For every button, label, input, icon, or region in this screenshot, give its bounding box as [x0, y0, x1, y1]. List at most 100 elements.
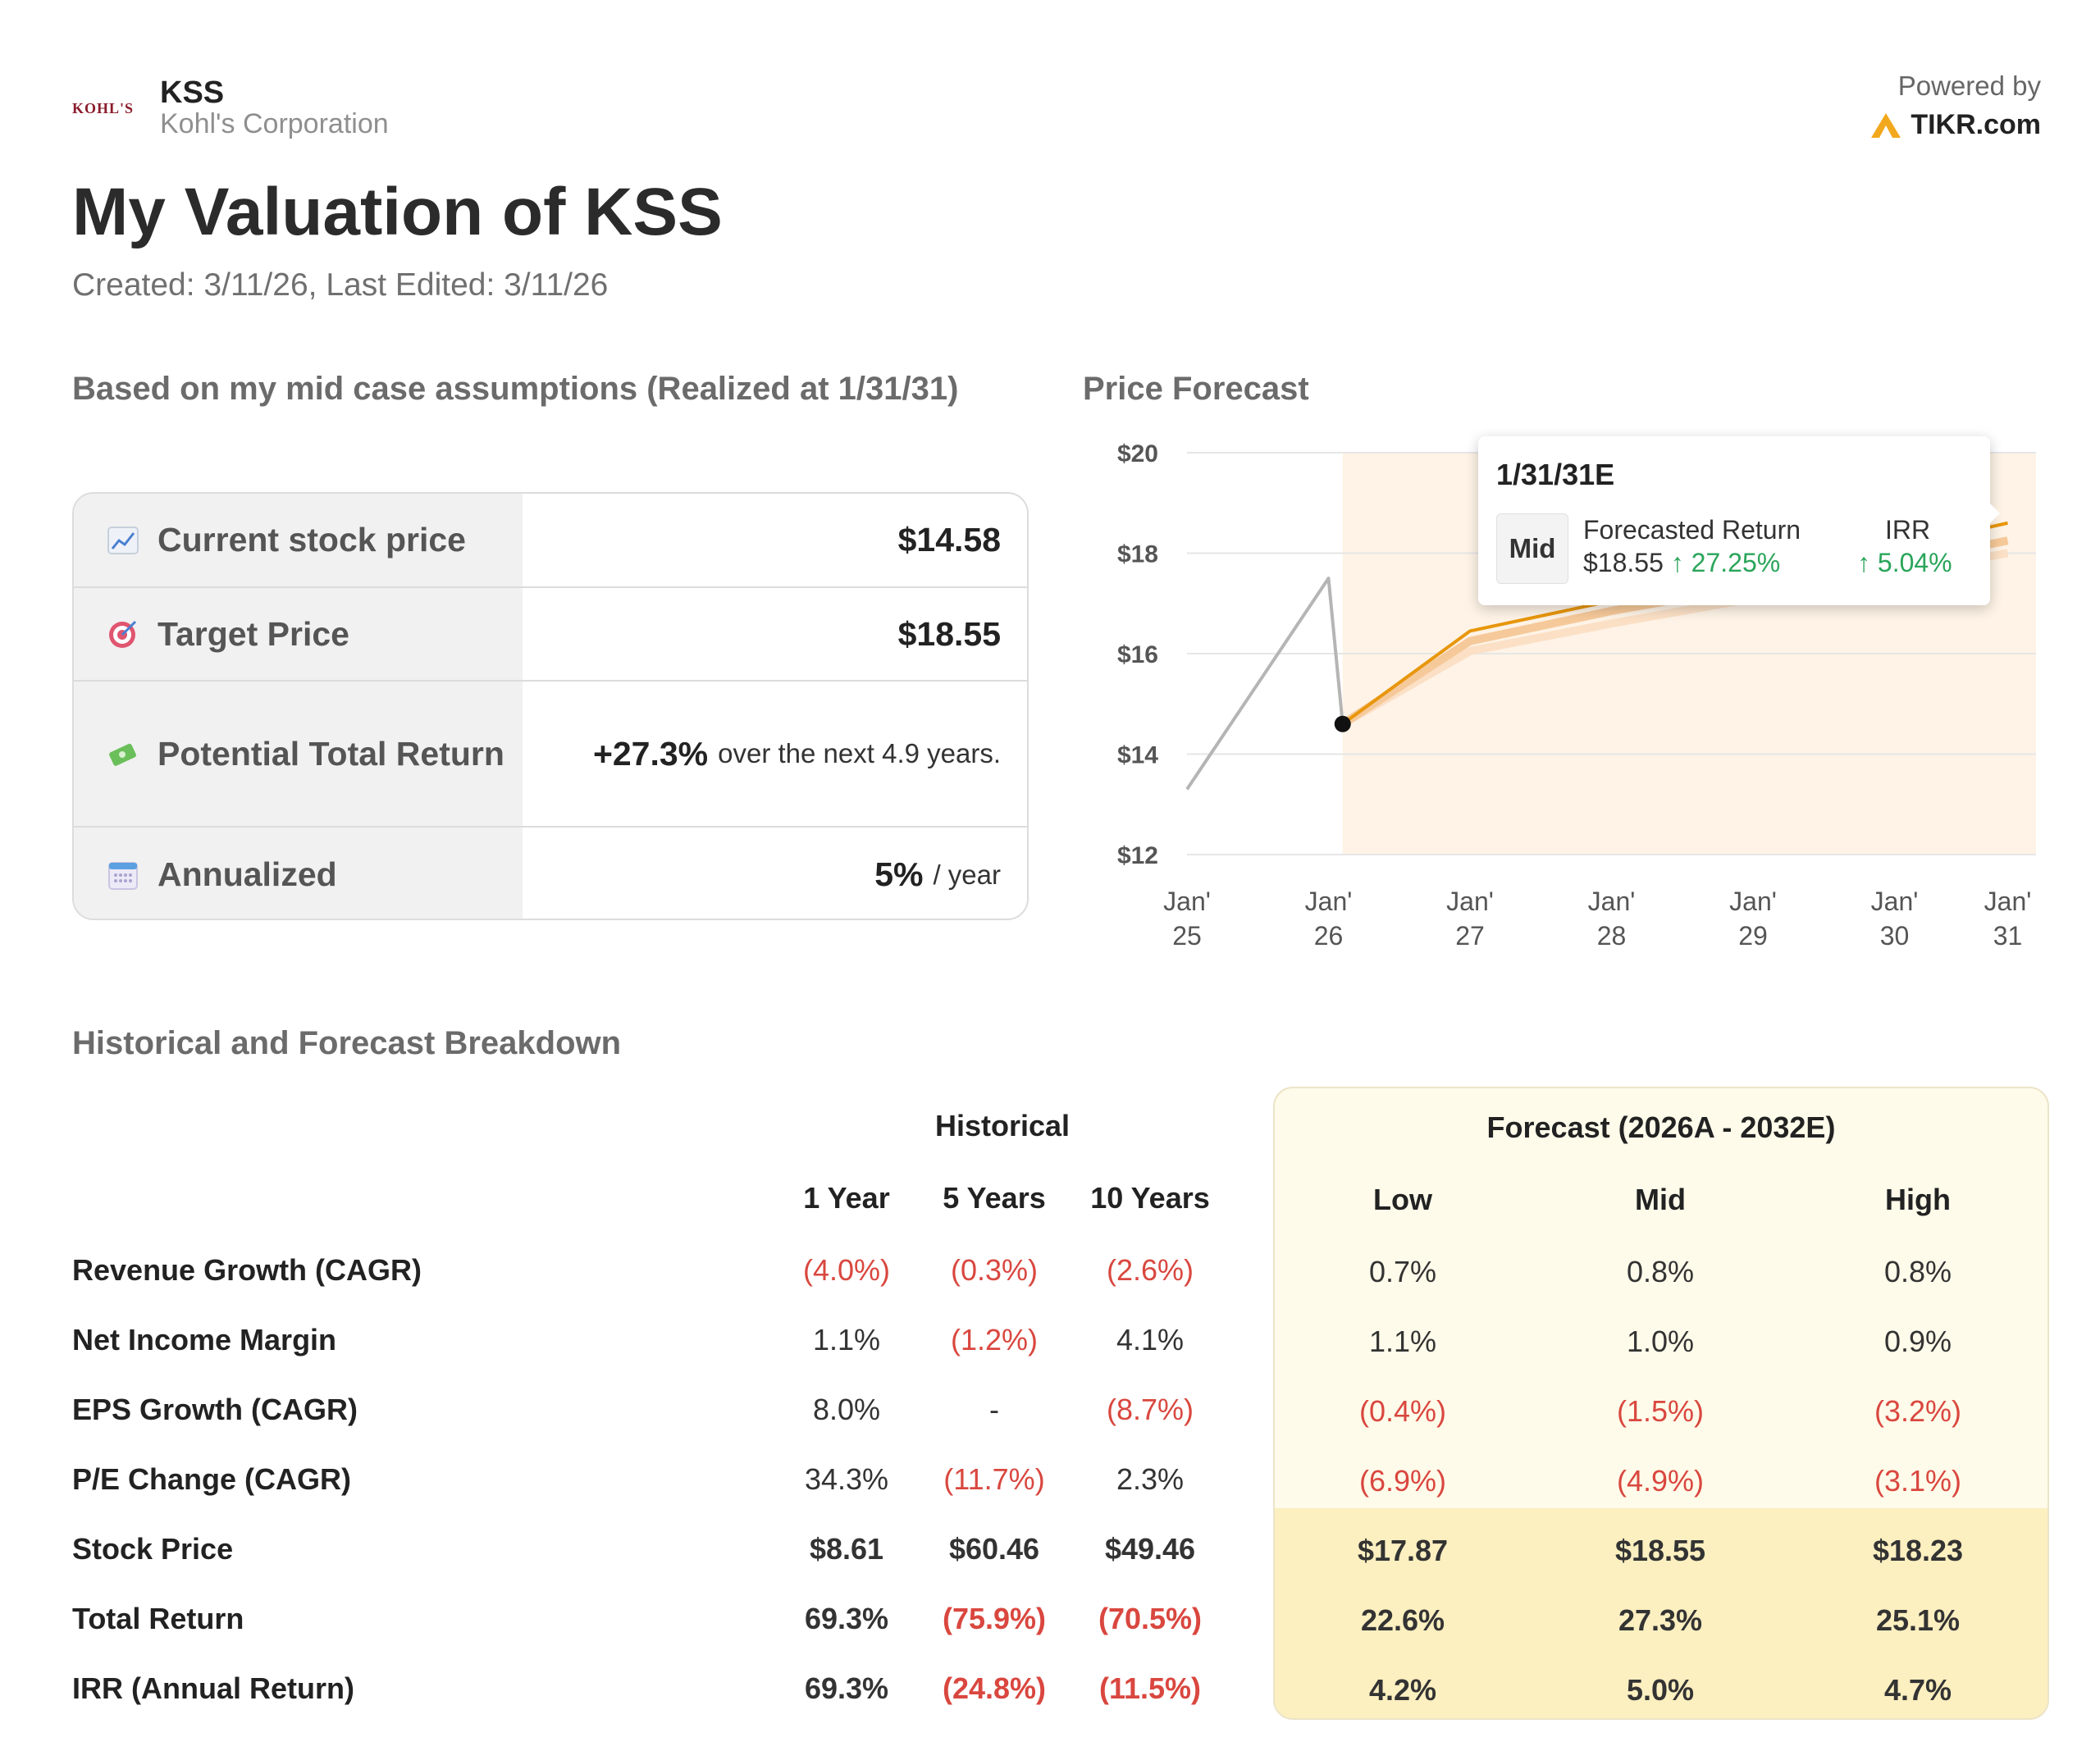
table-cell: $60.46 [948, 1532, 1040, 1566]
current-price-point [1334, 715, 1351, 732]
tooltip-scenario-badge: Mid [1496, 513, 1568, 584]
table-cell: (3.1%) [1874, 1464, 1962, 1498]
row-label: Revenue Growth (CAGR) [72, 1253, 422, 1287]
tooltip-date: 1/31/31E [1496, 458, 1615, 491]
y-tick-label: $14 [1117, 742, 1158, 769]
summary-heading: Based on my mid case assumptions (Realiz… [72, 371, 959, 407]
table-cell: 1.0% [1626, 1325, 1695, 1358]
summary-value: +27.3% [592, 734, 709, 773]
forecast-panel [1273, 1087, 2049, 1720]
summary-row-annualized: Annualized 5% / year [74, 828, 1027, 919]
table-cell: - [989, 1393, 999, 1426]
x-tick-label: Jan' [1588, 887, 1636, 916]
table-cell: (4.9%) [1616, 1464, 1705, 1498]
x-tick-label: 27 [1455, 921, 1485, 951]
table-cell: 27.3% [1618, 1603, 1703, 1637]
table-cell: 4.7% [1883, 1673, 1952, 1707]
table-cell: 1.1% [812, 1323, 881, 1356]
y-tick-label: $18 [1117, 541, 1158, 568]
summary-value: $14.58 [897, 521, 1001, 559]
chart-tooltip: 1/31/31E Mid Forecasted Return $18.55 ↑ … [1478, 436, 2000, 605]
x-tick-label: Jan' [1305, 887, 1353, 916]
table-cell: (0.4%) [1358, 1394, 1447, 1428]
y-tick-label: $20 [1117, 440, 1158, 467]
summary-value: $18.55 [897, 614, 1001, 653]
ticker-symbol: KSS [160, 75, 225, 110]
y-tick-label: $12 [1117, 842, 1158, 869]
price-forecast-heading: Price Forecast [1083, 371, 1309, 407]
table-cell: 22.6% [1360, 1603, 1445, 1637]
row-label: Stock Price [72, 1532, 234, 1566]
column-header: Low [1373, 1183, 1432, 1216]
table-cell: (1.5%) [1616, 1394, 1705, 1428]
page-subtitle: Created: 3/11/26, Last Edited: 3/11/26 [72, 267, 609, 303]
tooltip-irr-label: IRR [1885, 515, 1931, 545]
calendar-icon [107, 859, 139, 891]
tikr-brand-link[interactable]: TIKR.com [1869, 109, 2041, 141]
row-label: IRR (Annual Return) [72, 1671, 354, 1705]
tooltip-arrow [1990, 504, 2000, 523]
column-header: 10 Years [1090, 1181, 1210, 1215]
column-header: 1 Year [803, 1181, 890, 1215]
summary-suffix: over the next 4.9 years. [718, 738, 1001, 768]
table-cell: (3.2%) [1874, 1394, 1962, 1428]
y-tick-label: $16 [1117, 641, 1158, 668]
table-cell: $49.46 [1104, 1532, 1196, 1566]
x-tick-label: Jan' [1446, 887, 1494, 916]
x-tick-label: 31 [1993, 921, 2023, 951]
page-title: My Valuation of KSS [72, 175, 723, 249]
summary-label: Current stock price [158, 521, 466, 559]
table-cell: 4.2% [1368, 1673, 1437, 1707]
summary-suffix: / year [933, 859, 1001, 890]
table-cell: 4.1% [1116, 1323, 1185, 1356]
table-cell: 2.3% [1116, 1462, 1185, 1496]
summary-row-total-return: Potential Total Return +27.3% over the n… [74, 682, 1027, 828]
table-cell: $8.61 [809, 1532, 884, 1566]
company-name: Kohl's Corporation [160, 108, 389, 139]
column-header: 5 Years [943, 1181, 1046, 1215]
table-cell: (11.7%) [943, 1462, 1045, 1496]
table-cell: $17.87 [1357, 1534, 1449, 1567]
table-cell: 34.3% [804, 1462, 889, 1496]
table-cell: 8.0% [812, 1393, 881, 1426]
powered-by-label: Powered by [1897, 71, 2041, 101]
table-cell: 0.7% [1368, 1255, 1437, 1288]
summary-row-current-price: Current stock price $14.58 [74, 494, 1027, 588]
target-icon [107, 618, 139, 650]
summary-label: Annualized [158, 855, 337, 893]
table-cell: (0.3%) [950, 1253, 1039, 1287]
table-cell: (75.9%) [942, 1602, 1047, 1635]
table-cell: (70.5%) [1098, 1602, 1203, 1635]
table-cell: $18.55 [1614, 1534, 1706, 1567]
table-cell: 69.3% [804, 1602, 889, 1635]
table-cell: 1.1% [1368, 1325, 1437, 1358]
summary-label: Target Price [158, 614, 349, 653]
breakdown-heading: Historical and Forecast Breakdown [72, 1025, 622, 1061]
table-cell: $18.23 [1872, 1534, 1964, 1567]
x-tick-label: Jan' [1163, 887, 1211, 916]
x-tick-label: Jan' [1984, 887, 2032, 916]
table-cell: (8.7%) [1106, 1393, 1194, 1426]
table-cell: 25.1% [1875, 1603, 1961, 1637]
table-cell: (1.2%) [950, 1323, 1039, 1356]
table-cell: (24.8%) [942, 1671, 1047, 1705]
x-tick-label: Jan' [1871, 887, 1919, 916]
table-cell: (2.6%) [1106, 1253, 1194, 1287]
table-cell: 0.8% [1883, 1255, 1952, 1288]
forecast-heading: Forecast (2026A - 2032E) [1486, 1110, 1836, 1144]
row-label: EPS Growth (CAGR) [72, 1393, 358, 1426]
x-tick-label: 29 [1738, 921, 1768, 951]
table-cell: (6.9%) [1358, 1464, 1447, 1498]
summary-value: 5% [874, 855, 924, 893]
table-cell: 69.3% [804, 1671, 889, 1705]
company-logo: KOHL'S [72, 100, 135, 116]
x-tick-label: 30 [1880, 921, 1910, 951]
tooltip-irr-value: ↑ 5.04% [1857, 548, 1952, 577]
chart-up-icon [107, 524, 139, 557]
tikr-brand-text: TIKR.com [1911, 109, 2041, 140]
table-cell: (11.5%) [1098, 1671, 1202, 1705]
money-icon [107, 737, 139, 770]
column-header: Mid [1635, 1183, 1686, 1216]
summary-card: Current stock price $14.58 Target Price … [72, 492, 1029, 920]
x-tick-label: 26 [1314, 921, 1344, 951]
